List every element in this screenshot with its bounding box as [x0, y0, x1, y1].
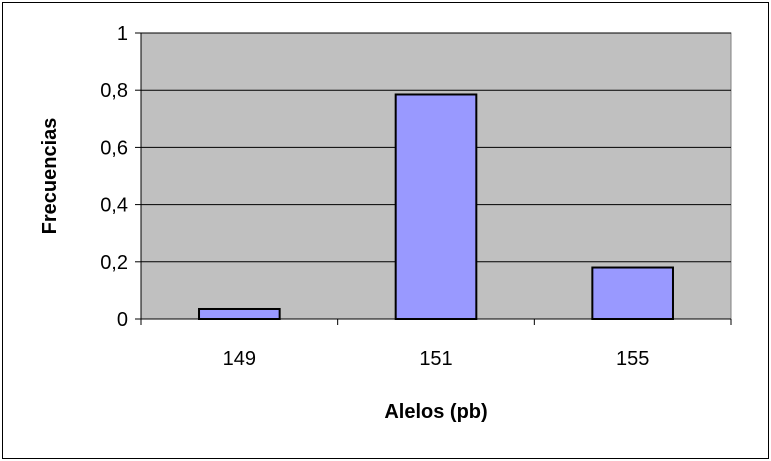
y-tick-label: 0,6: [100, 137, 128, 159]
x-tick-label-151: 151: [419, 348, 452, 370]
y-tick-label: 1: [117, 23, 128, 45]
x-axis-title: Alelos (pb): [384, 401, 487, 423]
bar-155: [591, 266, 674, 320]
y-axis-title: Frecuencias: [39, 118, 61, 235]
bar-151: [394, 93, 478, 320]
y-tick-label: 0,4: [100, 195, 128, 217]
bar-149: [198, 307, 281, 320]
x-tick-label-155: 155: [616, 348, 649, 370]
y-tick-label: 0,8: [100, 80, 128, 102]
y-tick-label: 0: [117, 309, 128, 331]
x-tick-label-149: 149: [223, 348, 256, 370]
y-tick-label: 0,2: [100, 252, 128, 274]
